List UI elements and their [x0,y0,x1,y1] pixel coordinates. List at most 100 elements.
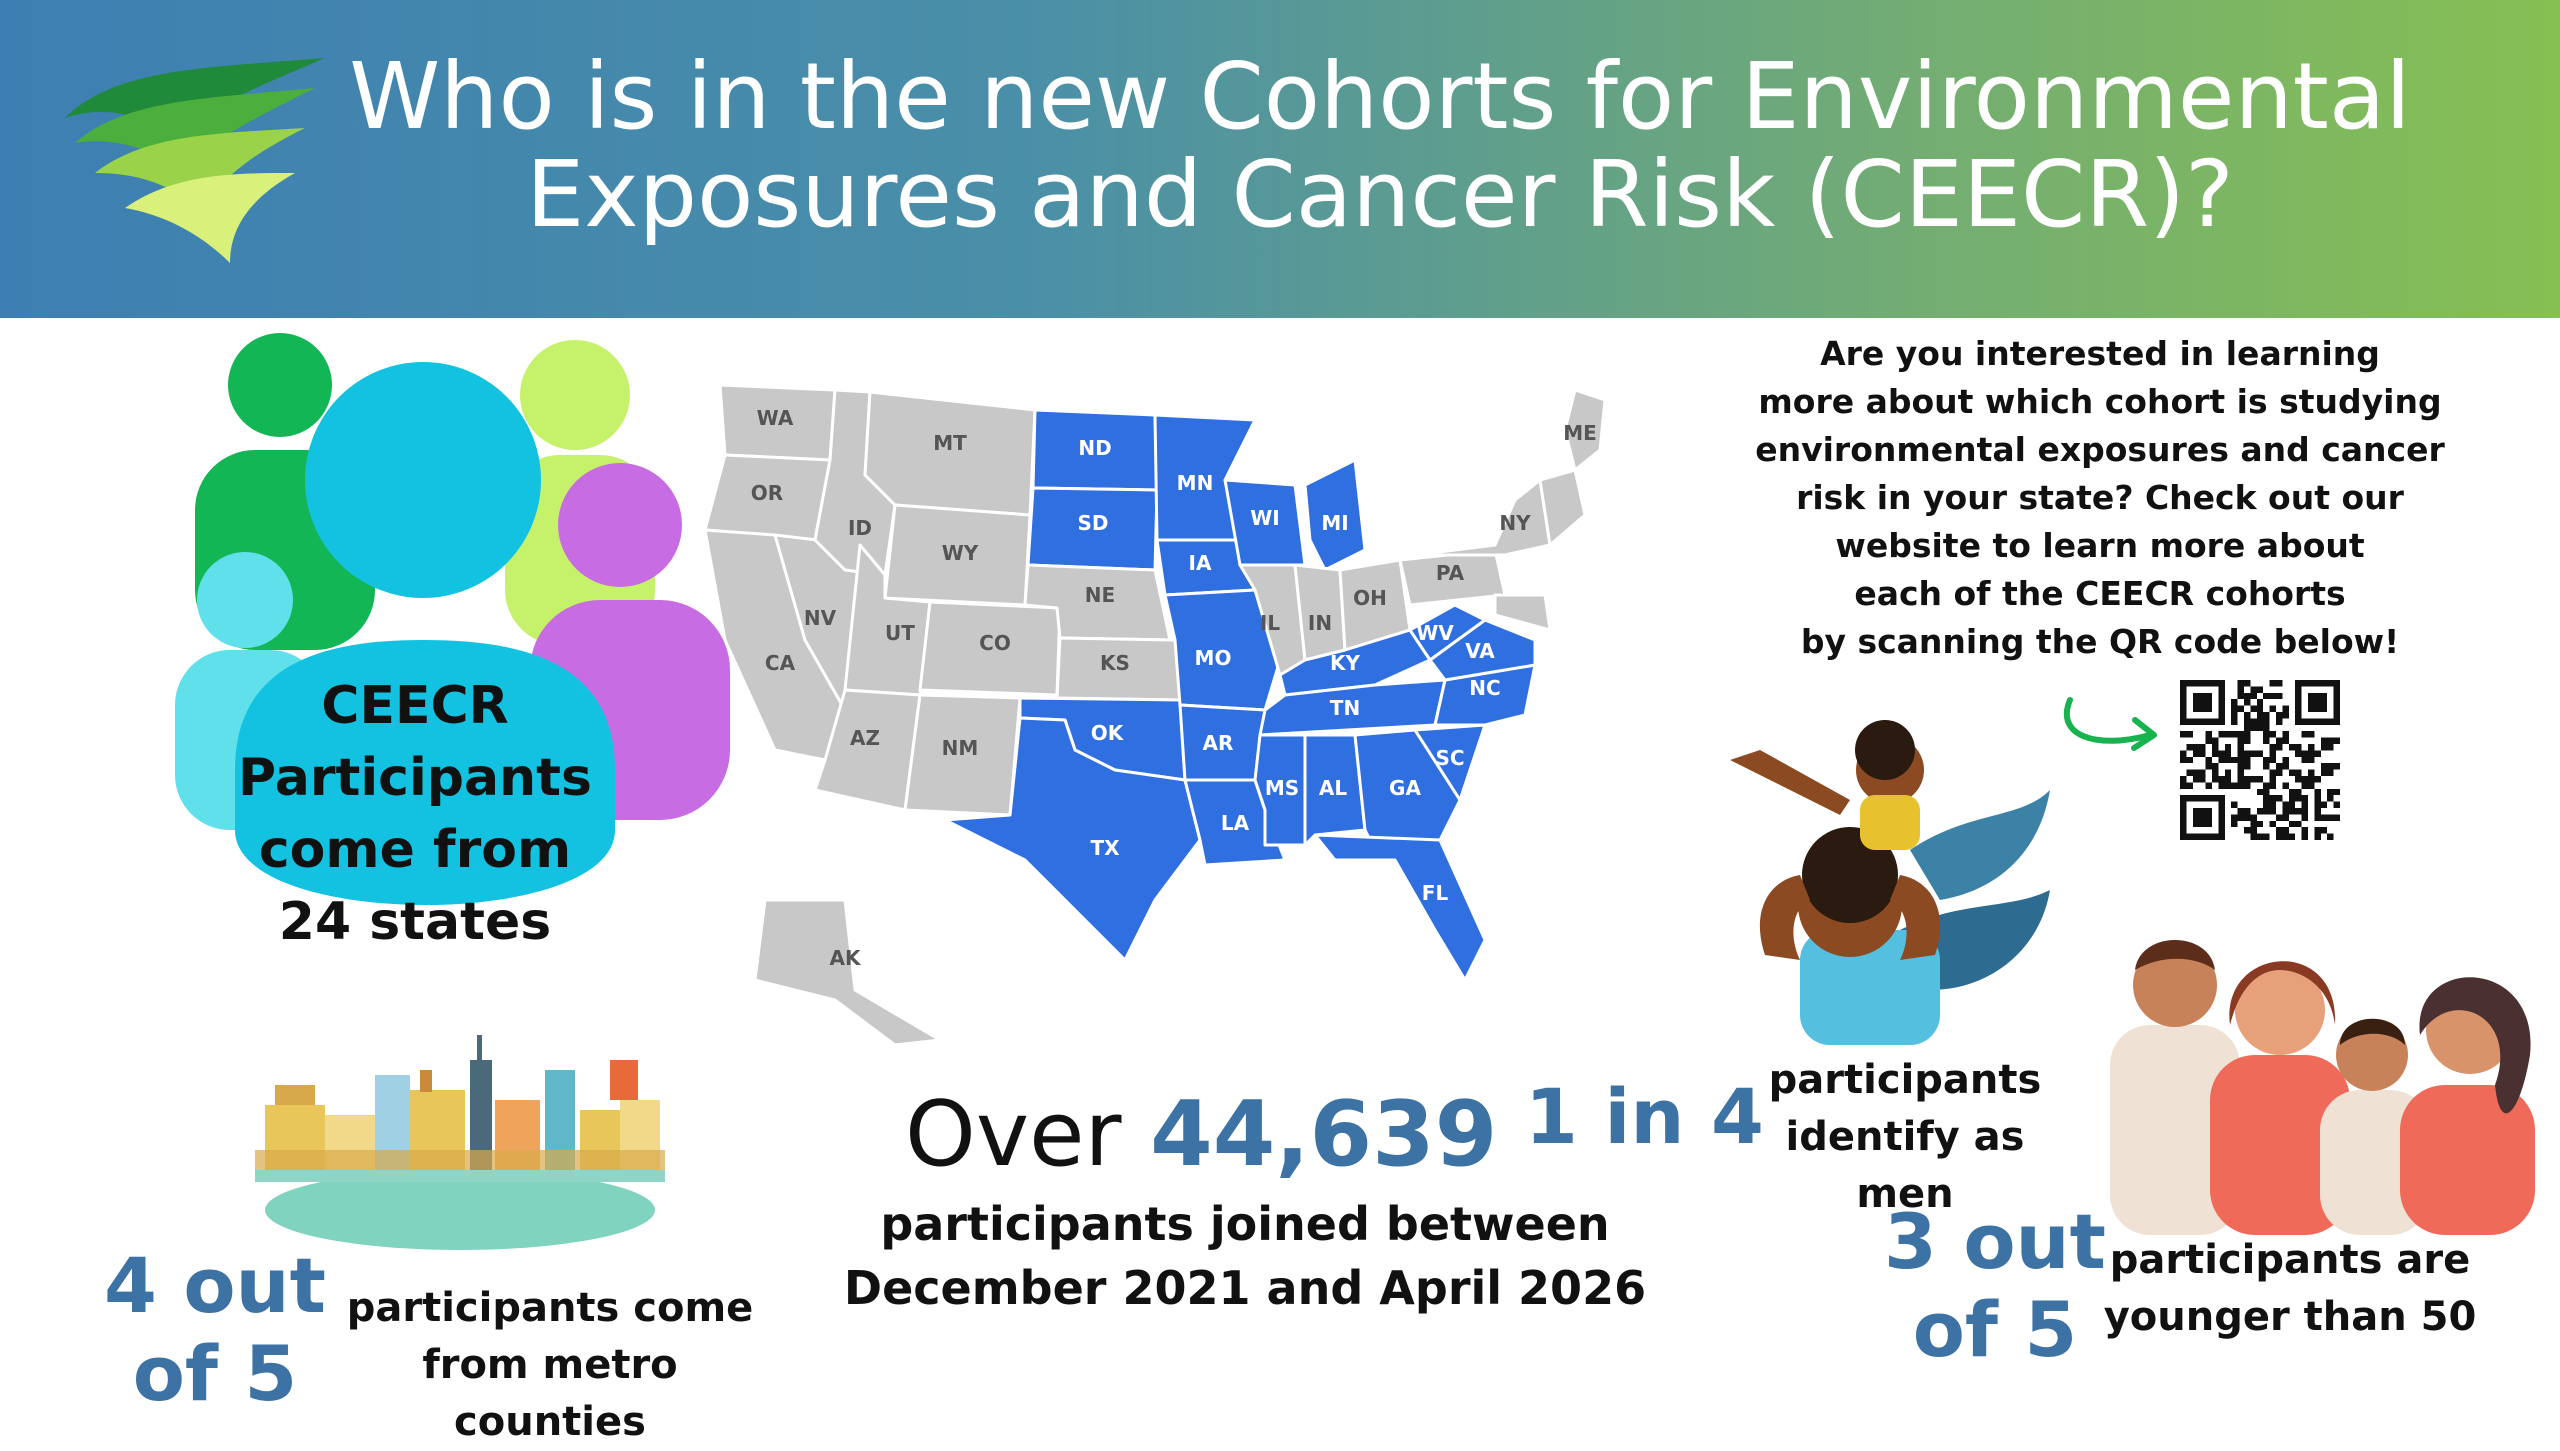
state-label-ms: MS [1265,776,1299,800]
qr-line-2: more about which cohort is studying [1758,382,2442,421]
young-ratio-line-2: of 5 [1912,1285,2078,1374]
state-tx [943,716,1202,962]
state-az [813,688,922,812]
state-label-me: ME [1563,421,1597,445]
young-line-1: participants are [2109,1237,2471,1283]
title-line-2: Exposures and Cancer Risk (CEECR)? [526,141,2234,248]
state-mi [1303,458,1367,572]
young-text: participants are younger than 50 [2090,1232,2490,1346]
young-ratio-line-1: 3 out [1884,1197,2106,1286]
qr-line-7: by scanning the QR code below! [1800,622,2400,661]
state-label-az: AZ [850,726,880,750]
qr-line-5: website to learn more about [1835,526,2365,565]
state-label-tx: TX [1090,836,1120,860]
bubble-line-3: come from [258,820,572,880]
state-label-mn: MN [1177,471,1214,495]
state-label-ut: UT [885,621,915,645]
qr-code-icon[interactable] [2180,680,2340,840]
title-line-1: Who is in the new Cohorts for Environmen… [349,43,2411,150]
state-label-ok: OK [1091,721,1125,745]
qr-line-4: risk in your state? Check out our [1796,478,2404,517]
state-label-co: CO [979,631,1011,655]
state-label-pa: PA [1436,561,1465,585]
state-label-mi: MI [1321,511,1348,535]
state-ak [753,898,942,1047]
bubble-line-2: Participants [238,748,592,808]
state-label-ar: AR [1203,731,1234,755]
state-label-oh: OH [1353,586,1387,610]
joined-line-2: December 2021 and April 2026 [843,1261,1647,1315]
state-label-ky: KY [1330,651,1360,675]
young-line-2: younger than 50 [2103,1294,2477,1340]
state-label-tn: TN [1330,696,1360,720]
state-md [1493,593,1552,632]
page-title: Who is in the new Cohorts for Environmen… [330,48,2430,244]
state-label-ca: CA [765,651,796,675]
state-label-va: VA [1465,639,1495,663]
qr-line-6: each of the CEECR cohorts [1854,574,2346,613]
state-label-ga: GA [1389,776,1421,800]
state-label-sc: SC [1435,746,1464,770]
state-label-id: ID [848,516,872,540]
state-label-nv: NV [804,606,837,630]
header-banner: Who is in the new Cohorts for Environmen… [0,0,2560,318]
qr-info-text: Are you interested in learning more abou… [1735,330,2465,666]
bubble-line-1: CEECR [321,676,509,736]
metro-line-2: from metro counties [422,1342,678,1445]
state-label-mt: MT [933,431,967,455]
metro-ratio-line-2: of 5 [132,1329,298,1418]
men-text: participants identify as men [1730,1052,2080,1223]
men-ratio: 1 in 4 [1525,1072,1764,1161]
city-skyline-illustration [255,1035,665,1250]
state-label-in: IN [1308,611,1332,635]
state-label-nd: ND [1078,436,1111,460]
over-prefix: Over [905,1082,1122,1187]
people-group-illustration [175,333,730,905]
qr-line-3: environmental exposures and cancer [1755,430,2445,469]
state-label-sd: SD [1077,511,1108,535]
state-label-al: AL [1319,776,1347,800]
state-label-ny: NY [1499,511,1531,535]
state-label-wv: WV [1416,621,1454,645]
family-illustration [2110,940,2535,1235]
men-line-2: identify as men [1785,1114,2025,1217]
state-label-mo: MO [1195,646,1232,670]
state-label-or: OR [751,481,783,505]
ceecr-logo-icon [65,58,325,263]
state-label-fl: FL [1422,881,1449,905]
state-wv [1408,603,1487,662]
state-ne-new [1538,468,1587,547]
metro-ratio-line-1: 4 out [104,1241,326,1330]
state-fl [1313,833,1487,982]
state-label-ak: AK [830,946,862,970]
joined-line-1: participants joined between [880,1197,1610,1251]
state-label-wa: WA [757,406,794,430]
bubble-line-4: 24 states [278,892,552,952]
metro-text: participants come from metro counties [320,1280,780,1451]
state-label-il: IL [1260,611,1280,635]
participants-bubble-text: CEECR Participants come from 24 states [225,670,605,958]
joined-text: participants joined between December 202… [835,1192,1655,1320]
total-participants-stat: Over 44,639 [905,1085,1497,1185]
state-label-nm: NM [942,736,979,760]
state-label-ks: KS [1100,651,1130,675]
young-ratio: 3 out of 5 [1880,1198,2110,1374]
curved-arrow-icon [2063,697,2157,751]
state-label-wy: WY [942,541,979,565]
state-label-la: LA [1221,811,1250,835]
state-al [1303,733,1367,847]
metro-line-1: participants come [346,1285,754,1331]
state-label-wi: WI [1250,506,1280,530]
state-label-ne: NE [1085,583,1115,607]
state-sc [1413,723,1487,802]
state-label-nc: NC [1469,676,1500,700]
state-label-ia: IA [1189,551,1212,575]
state-nc [1433,663,1537,727]
men-line-1: participants [1768,1057,2042,1103]
state-me [1563,388,1607,472]
total-participants-number: 44,639 [1150,1082,1498,1187]
metro-ratio: 4 out of 5 [100,1242,330,1418]
us-states-map: WA OR ID MT WY NV UT CO CA AZ NM ND SD NE KS OK TX MN IA MO… [703,383,1607,1047]
qr-line-1: Are you interested in learning [1820,334,2380,373]
father-child-illustration [1730,720,2050,1045]
